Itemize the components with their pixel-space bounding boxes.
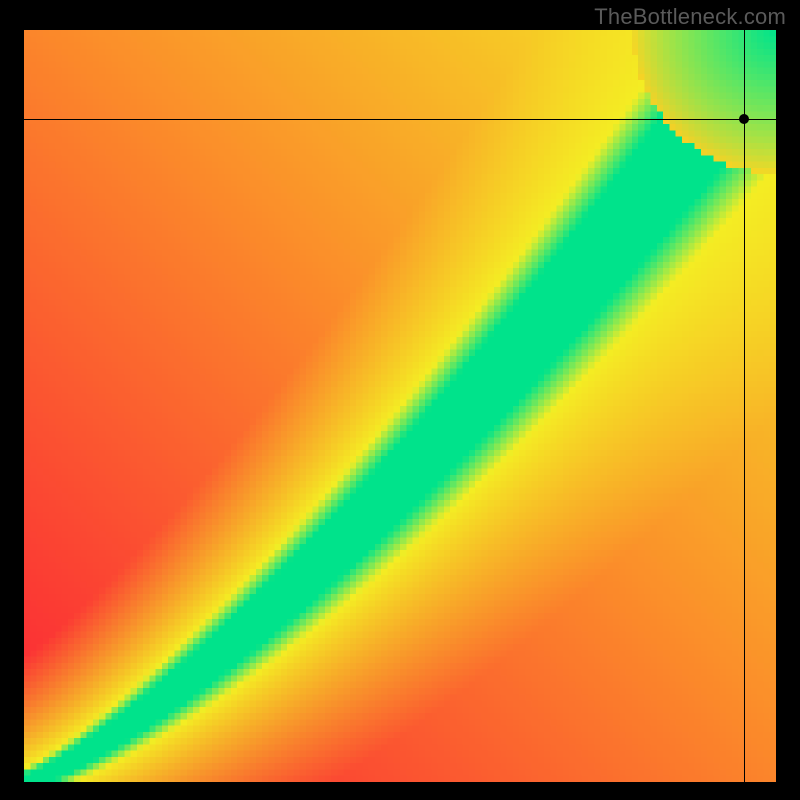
watermark-text: TheBottleneck.com (594, 4, 786, 30)
heatmap-plot (24, 30, 776, 782)
crosshair-marker (739, 114, 749, 124)
crosshair-horizontal (24, 119, 776, 120)
heatmap-canvas (24, 30, 776, 782)
crosshair-vertical (744, 30, 745, 782)
